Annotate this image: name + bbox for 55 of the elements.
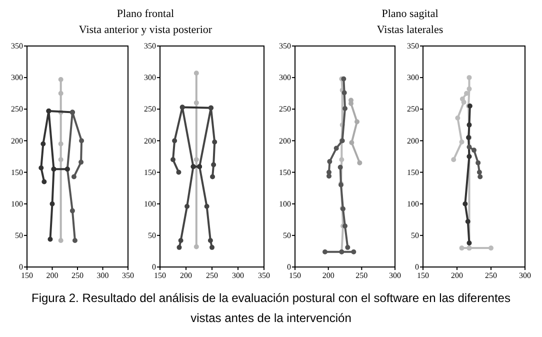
y-tick-label: 150 <box>279 168 291 177</box>
x-tick-label: 350 <box>122 271 134 280</box>
y-tick-label: 300 <box>279 73 291 82</box>
x-tick-label: 300 <box>96 271 109 280</box>
x-tick-label: 300 <box>232 271 244 280</box>
y-tick-label: 350 <box>144 42 156 51</box>
x-tick-label: 200 <box>322 271 334 280</box>
y-tick-label: 150 <box>11 168 23 177</box>
x-tick-label: 250 <box>485 271 497 280</box>
chart-title: Plano frontal <box>116 8 174 20</box>
y-tick-label: 0 <box>152 262 156 272</box>
y-tick-label: 0 <box>415 262 419 272</box>
y-tick-label: 100 <box>407 199 419 208</box>
x-tick-label: 200 <box>46 271 58 280</box>
x-tick-label: 250 <box>72 271 84 280</box>
y-tick-label: 300 <box>144 73 156 82</box>
y-tick-label: 200 <box>407 136 419 146</box>
y-tick-label: 50 <box>283 230 291 240</box>
y-tick-label: 200 <box>144 136 156 146</box>
y-tick-label: 300 <box>407 73 419 82</box>
y-tick-label: 350 <box>11 42 23 51</box>
y-tick-label: 50 <box>15 230 23 240</box>
y-tick-label: 150 <box>407 168 419 177</box>
y-tick-label: 50 <box>411 230 419 240</box>
x-tick-label: 250 <box>206 271 218 280</box>
x-tick-label: 250 <box>356 271 368 280</box>
chart-subtitle: Vista anterior y vista posterior <box>78 24 212 36</box>
y-tick-label: 300 <box>11 73 23 82</box>
chart-title: Plano sagital <box>382 8 438 20</box>
y-tick-label: 100 <box>11 199 23 208</box>
x-tick-label: 150 <box>154 271 166 280</box>
y-tick-label: 100 <box>279 199 291 208</box>
y-tick-label: 0 <box>19 262 23 272</box>
y-tick-label: 0 <box>287 262 291 272</box>
y-tick-label: 350 <box>279 42 291 51</box>
x-tick-label: 200 <box>180 271 192 280</box>
y-tick-label: 50 <box>148 230 156 240</box>
y-tick-label: 250 <box>11 104 23 114</box>
x-tick-label: 150 <box>417 271 429 280</box>
y-tick-label: 250 <box>407 104 419 114</box>
y-tick-label: 100 <box>144 199 156 208</box>
x-tick-label: 150 <box>21 271 33 280</box>
y-tick-label: 250 <box>279 104 291 114</box>
x-tick-label: 350 <box>258 271 270 280</box>
x-tick-label: 150 <box>289 271 301 280</box>
text: Figura 2. Resultado del análisis de la evaluación postural con el software en las diferentes vistas antes de la intervención <box>30 290 512 327</box>
x-tick-label: 200 <box>451 271 463 280</box>
x-tick-label: 300 <box>389 271 401 280</box>
x-tick-label: 300 <box>519 271 531 280</box>
y-tick-label: 250 <box>144 104 156 114</box>
y-tick-label: 350 <box>407 42 419 51</box>
y-tick-label: 200 <box>11 136 23 146</box>
y-tick-label: 200 <box>279 136 291 146</box>
chart-subtitle: Vistas laterales <box>376 24 444 36</box>
y-tick-label: 150 <box>144 168 156 177</box>
